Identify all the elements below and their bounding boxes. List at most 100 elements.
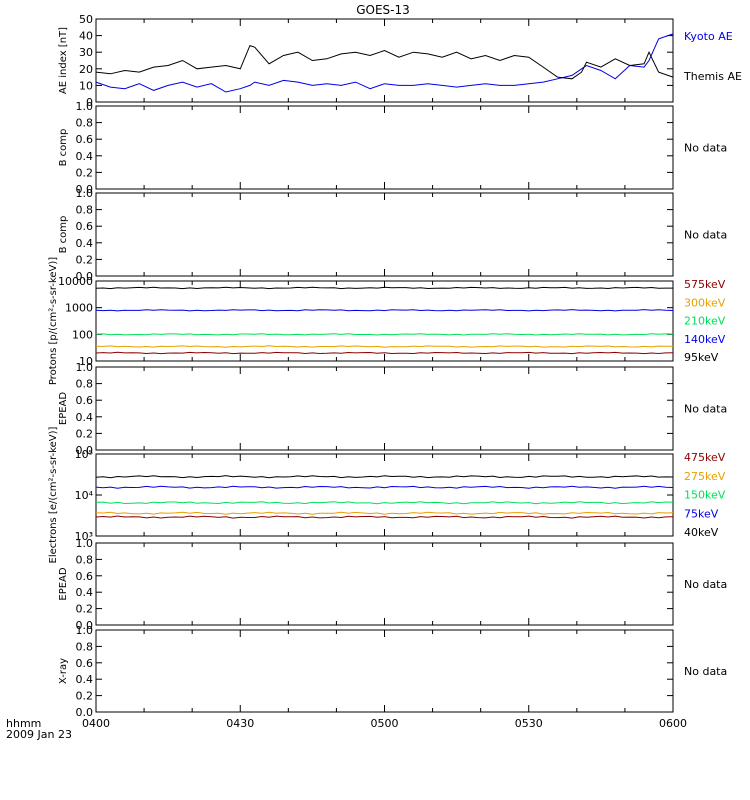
x-tick-label: 0400 xyxy=(82,717,110,730)
y-tick-label: 0.2 xyxy=(76,253,94,266)
panel-5: 0.0 0.2 0.4 0.6 0.8 1.0 EPEAD No data xyxy=(58,361,727,457)
legend-label: 275keV xyxy=(684,470,726,483)
y-axis-label: B comp xyxy=(58,129,69,167)
series-line-475kev xyxy=(95,515,674,519)
panel-frame xyxy=(95,280,674,362)
no-data-label: No data xyxy=(684,403,727,416)
y-tick-label: 10⁵ xyxy=(75,448,93,461)
x-corner-label: hhmm xyxy=(6,717,41,730)
chart-title: GOES-13 xyxy=(356,3,410,17)
y-tick-label: 100 xyxy=(72,328,93,341)
y-axis-label: X-ray xyxy=(58,658,69,684)
x-tick-label: 0430 xyxy=(226,717,254,730)
y-tick-label: 10⁴ xyxy=(75,489,94,502)
series-line-140kev xyxy=(95,309,674,312)
x-tick-label: 0600 xyxy=(659,717,687,730)
y-tick-label: 0.4 xyxy=(76,237,94,250)
legend-label: Themis AE xyxy=(683,70,742,83)
y-tick-label: 20 xyxy=(79,63,93,76)
y-tick-label: 0.4 xyxy=(76,411,94,424)
series-line-300kev xyxy=(95,345,674,348)
y-axis-label: EPEAD xyxy=(58,392,69,426)
y-tick-label: 0.2 xyxy=(76,603,94,616)
series-line-95kev xyxy=(95,286,673,290)
y-tick-label: 40 xyxy=(79,30,93,43)
panel-frame xyxy=(95,192,674,277)
legend-label: 40keV xyxy=(684,526,719,539)
x-axis: 0400 0430 0500 0530 0600 xyxy=(82,717,687,730)
panel-2: 0.0 0.2 0.4 0.6 0.8 1.0 B comp No data xyxy=(58,100,727,196)
panel-frame xyxy=(95,542,674,626)
series-line-575kev xyxy=(95,351,674,355)
y-tick-label: 10³ xyxy=(75,530,93,543)
y-tick-label: 0.8 xyxy=(76,640,94,653)
x-tick-label: 0530 xyxy=(515,717,543,730)
y-axis-label: Electrons [e/(cm²-s-sr-keV)] xyxy=(48,426,59,563)
y-tick-label: 0.0 xyxy=(76,706,94,719)
legend-label: 475keV xyxy=(684,451,726,464)
panel-8: 0.0 0.2 0.4 0.6 0.8 1.0 X-ray No data xyxy=(58,624,727,719)
legend-label: 150keV xyxy=(684,489,726,502)
y-tick-label: 0.0 xyxy=(76,183,94,196)
x-date-label: 2009 Jan 23 xyxy=(6,728,72,741)
series-line-kyoto-ae xyxy=(95,33,674,93)
panel-7: 0.0 0.2 0.4 0.6 0.8 1.0 EPEAD No data xyxy=(58,537,727,632)
x-tick-label: 0500 xyxy=(371,717,399,730)
y-tick-label: 0.6 xyxy=(76,220,94,233)
y-tick-label: 1.0 xyxy=(76,624,94,637)
y-tick-label: 30 xyxy=(79,46,93,59)
y-tick-label: 1.0 xyxy=(76,100,94,113)
legend-label: 575keV xyxy=(684,278,726,291)
y-tick-label: 0.8 xyxy=(76,204,94,217)
y-tick-label: 10 xyxy=(79,79,93,92)
panel-frame xyxy=(95,366,674,451)
y-tick-label: 0.6 xyxy=(76,657,94,670)
series-line-275kev xyxy=(95,511,674,515)
y-tick-label: 0.6 xyxy=(76,133,94,146)
panel-1: 0 10 20 30 40 50 AE index [nT] Kyoto AE Themis A… xyxy=(58,13,742,109)
series-line-210kev xyxy=(95,333,674,336)
y-tick-label: 10000 xyxy=(58,275,93,288)
y-tick-label: 0.2 xyxy=(76,166,94,179)
y-tick-label: 0.0 xyxy=(76,270,94,283)
panel-3: 0.0 0.2 0.4 0.6 0.8 1.0 B comp No data xyxy=(58,187,727,283)
y-tick-label: 0.4 xyxy=(76,150,94,163)
y-tick-label: 0.2 xyxy=(76,690,94,703)
panel-frame xyxy=(95,453,674,537)
y-tick-label: 0.6 xyxy=(76,570,94,583)
y-tick-label: 10 xyxy=(79,355,93,368)
y-tick-label: 0.4 xyxy=(76,586,94,599)
panel-frame xyxy=(95,105,674,190)
no-data-label: No data xyxy=(684,578,727,591)
series-line-150kev xyxy=(95,501,674,505)
panel-frame xyxy=(95,629,674,713)
no-data-label: No data xyxy=(684,142,727,155)
y-tick-label: 0.8 xyxy=(76,378,94,391)
y-tick-label: 0.8 xyxy=(76,553,94,566)
y-tick-label: 1000 xyxy=(65,302,93,315)
legend-label: 140keV xyxy=(684,333,726,346)
y-axis-label: EPEAD xyxy=(58,567,69,601)
series-line-75kev xyxy=(95,485,674,489)
legend-label: 210keV xyxy=(684,315,726,328)
series-line-40kev xyxy=(95,475,674,479)
y-tick-label: 0.2 xyxy=(76,427,94,440)
y-tick-label: 0.0 xyxy=(76,444,94,457)
y-tick-label: 50 xyxy=(79,13,93,26)
y-tick-label: 0.6 xyxy=(76,394,94,407)
panels: 0 10 20 30 40 50 AE index [nT] Kyoto AE Themis A… xyxy=(48,13,742,719)
y-tick-label: 1.0 xyxy=(76,537,94,550)
no-data-label: No data xyxy=(684,665,727,678)
y-axis-label: AE index [nT] xyxy=(58,27,69,94)
legend-label: 75keV xyxy=(684,507,719,520)
y-tick-label: 0.8 xyxy=(76,117,94,130)
legend-label: 95keV xyxy=(684,351,719,364)
panel-6: 10³ 10⁴ 10⁵ Electrons [e/(cm²-s-sr-keV)] 475… xyxy=(48,426,726,563)
y-tick-label: 1.0 xyxy=(76,187,94,200)
legend-label: Kyoto AE xyxy=(684,30,733,43)
series-line-themis-ae xyxy=(95,44,674,80)
y-tick-label: 0.0 xyxy=(76,619,94,632)
no-data-label: No data xyxy=(684,229,727,242)
legend-label: 300keV xyxy=(684,296,726,309)
